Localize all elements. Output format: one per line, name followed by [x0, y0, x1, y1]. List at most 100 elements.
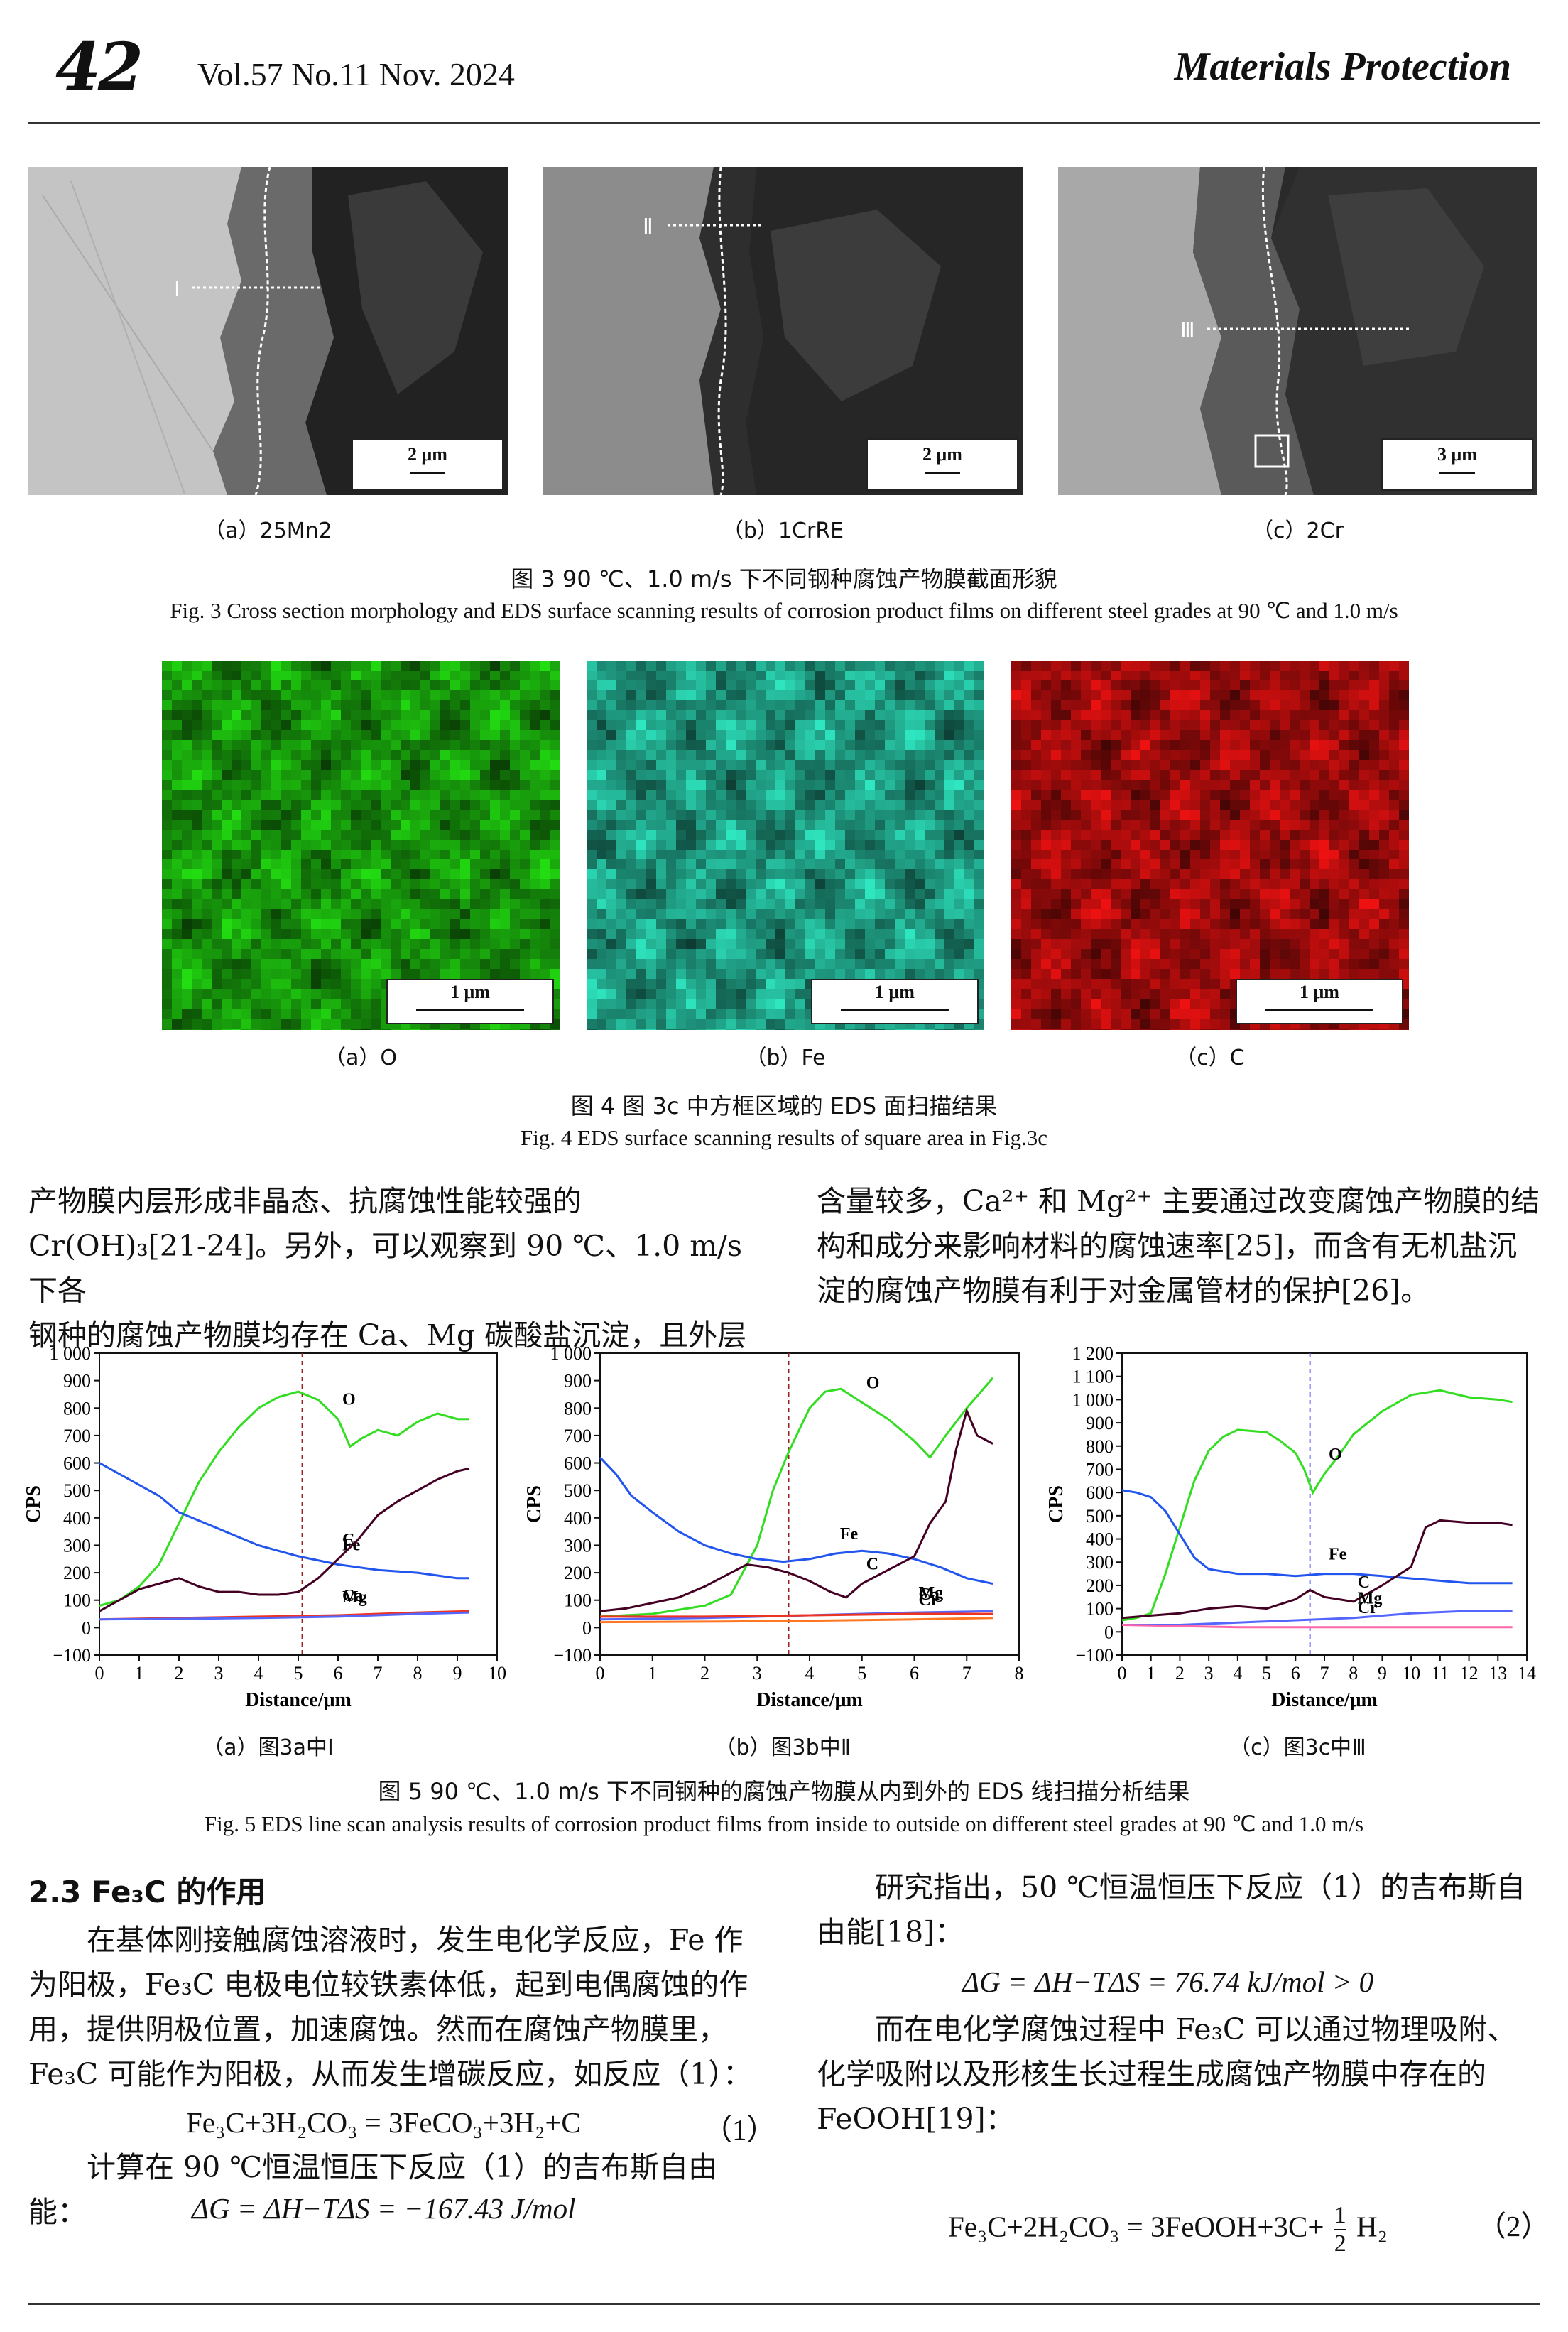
- eds-map-pixel: [1170, 820, 1180, 830]
- eds-map-pixel: [636, 820, 646, 830]
- eds-map-pixel: [222, 760, 232, 770]
- eds-map-pixel: [666, 869, 676, 879]
- eds-map-pixel: [311, 899, 321, 909]
- eds-map-pixel: [490, 671, 500, 680]
- eds-map-pixel: [381, 949, 391, 959]
- eds-map-pixel: [271, 850, 281, 859]
- eds-map-pixel: [587, 850, 597, 859]
- eds-map-pixel: [954, 889, 964, 899]
- eds-map-pixel: [251, 810, 261, 820]
- eds-map-pixel: [815, 730, 825, 740]
- eds-map-pixel: [311, 840, 321, 850]
- eds-map-pixel: [1011, 671, 1021, 680]
- eds-map-pixel: [401, 939, 410, 949]
- eds-map-pixel: [1111, 760, 1121, 770]
- eds-map-pixel: [587, 1009, 597, 1019]
- eds-map-pixel: [1061, 929, 1071, 939]
- eds-map-pixel: [895, 770, 905, 780]
- eds-map-pixel: [1140, 1009, 1150, 1019]
- eds-map-pixel: [597, 840, 606, 850]
- eds-map-pixel: [361, 1009, 371, 1019]
- eds-map-pixel: [825, 969, 835, 979]
- eds-map-pixel: [391, 740, 401, 750]
- eds-map-pixel: [587, 810, 597, 820]
- eds-map-pixel: [1071, 919, 1081, 929]
- eds-map-pixel: [540, 859, 550, 869]
- eds-map-pixel: [1250, 671, 1260, 680]
- eds-map-pixel: [1041, 850, 1051, 859]
- eds-map-pixel: [1270, 1029, 1280, 1030]
- eds-map-pixel: [1041, 661, 1051, 671]
- eds-map-pixel: [1240, 869, 1250, 879]
- eds-map-pixel: [490, 949, 500, 959]
- eds-map-pixel: [182, 790, 192, 800]
- eds-map-pixel: [480, 840, 490, 850]
- eds-map-pixel: [1339, 690, 1349, 700]
- eds-map-pixel: [1091, 790, 1101, 800]
- eds-map-pixel: [540, 869, 550, 879]
- eds-map-pixel: [1170, 780, 1180, 790]
- eds-map-pixel: [805, 1029, 815, 1030]
- eds-map-pixel: [301, 959, 311, 969]
- eds-map-pixel: [410, 760, 420, 770]
- eds-map-pixel: [401, 810, 410, 820]
- eds-map-pixel: [510, 680, 520, 690]
- eds-map-pixel: [775, 889, 785, 899]
- eds-map-pixel: [1111, 810, 1121, 820]
- eds-map-pixel: [656, 959, 666, 969]
- eds-map-pixel: [430, 889, 440, 899]
- eds-map-pixel: [311, 800, 321, 810]
- eds-map-pixel: [301, 780, 311, 790]
- eds-map-pixel: [281, 720, 291, 730]
- eds-map-pixel: [1319, 730, 1329, 740]
- eds-map-pixel: [1260, 1029, 1270, 1030]
- eds-map-pixel: [626, 840, 636, 850]
- eds-map-pixel: [1121, 909, 1131, 919]
- eds-map-pixel: [815, 879, 825, 889]
- eds-map-pixel: [686, 869, 696, 879]
- eds-map-pixel: [1319, 770, 1329, 780]
- eds-map-pixel: [1379, 909, 1389, 919]
- eds-map-pixel: [915, 840, 925, 850]
- eds-map-pixel: [875, 820, 885, 830]
- eds-map-pixel: [440, 879, 450, 889]
- eds-map-pixel: [915, 661, 925, 671]
- eds-map-pixel: [964, 889, 974, 899]
- eds-map-pixel: [361, 949, 371, 959]
- eds-map-pixel: [1329, 800, 1339, 810]
- eds-map-pixel: [865, 680, 875, 690]
- eds-map-pixel: [401, 879, 410, 889]
- eds-map-pixel: [1210, 1009, 1220, 1019]
- eds-map-pixel: [1379, 690, 1389, 700]
- eds-map-pixel: [281, 949, 291, 959]
- eds-map-pixel: [696, 810, 706, 820]
- eds-map-pixel: [1150, 919, 1160, 929]
- eds-map-pixel: [1061, 959, 1071, 969]
- eds-map-pixel: [1240, 671, 1250, 680]
- eds-map-pixel: [1051, 939, 1061, 949]
- eds-map-pixel: [954, 750, 964, 760]
- eds-map-pixel: [361, 969, 371, 979]
- eds-map-pixel: [706, 840, 716, 850]
- eds-map-pixel: [785, 710, 795, 720]
- eds-map-pixel: [1091, 800, 1101, 810]
- eds-map-pixel: [775, 661, 785, 671]
- eds-map-pixel: [636, 859, 646, 869]
- eds-map-pixel: [785, 820, 795, 830]
- eds-map-pixel: [1310, 929, 1319, 939]
- eds-map-pixel: [401, 889, 410, 899]
- eds-map-pixel: [232, 959, 241, 969]
- eds-map-pixel: [440, 710, 450, 720]
- x-tick-label: 4: [805, 1663, 815, 1683]
- eds-map-pixel: [1250, 661, 1260, 671]
- eds-map-pixel: [756, 830, 766, 840]
- eds-map-pixel: [587, 899, 597, 909]
- eds-map-pixel: [1280, 710, 1290, 720]
- eds-map-pixel: [716, 700, 726, 710]
- eds-map-pixel: [616, 661, 626, 671]
- eds-map-pixel: [716, 680, 726, 690]
- eds-map-pixel: [1121, 859, 1131, 869]
- eds-map-pixel: [391, 1029, 401, 1030]
- eds-map-pixel: [885, 820, 895, 830]
- eds-map-pixel: [855, 909, 865, 919]
